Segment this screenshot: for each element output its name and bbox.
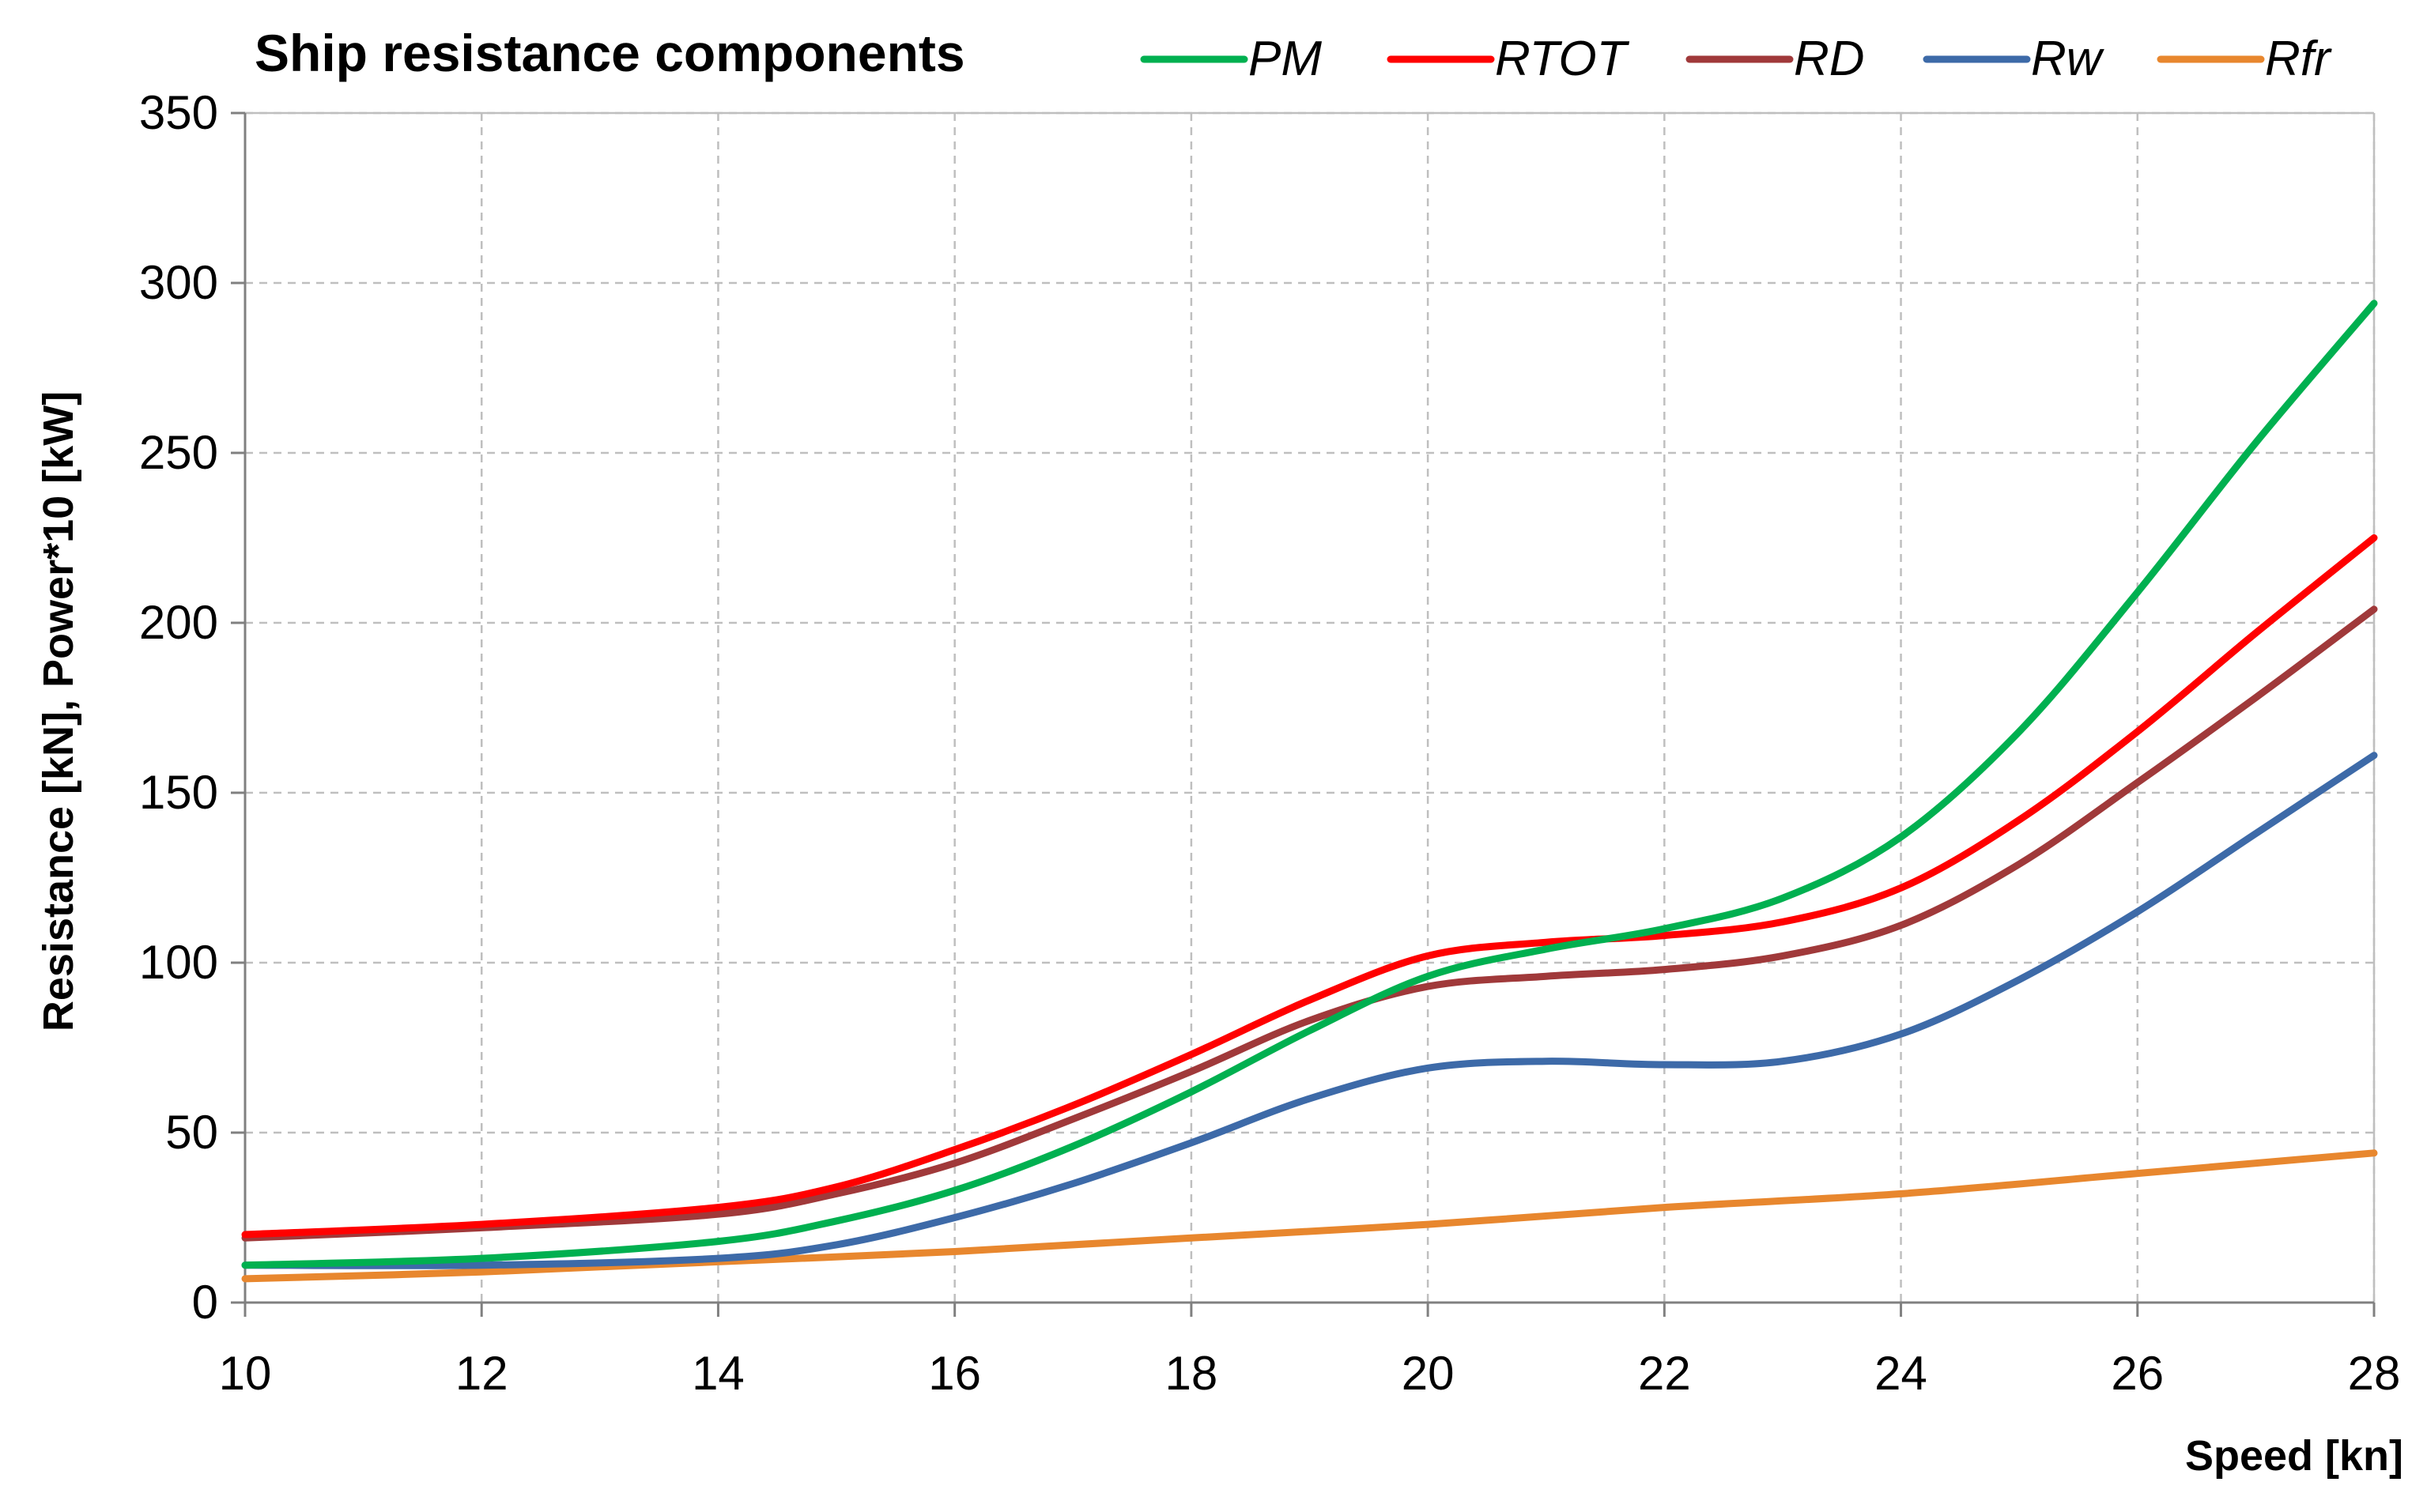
x-tick-label-24: 24 <box>1874 1347 1927 1400</box>
x-tick-label-18: 18 <box>1165 1347 1218 1400</box>
legend-label-rd: RD <box>1794 32 1865 86</box>
y-tick-label-250: 250 <box>139 426 218 479</box>
series-line-rd <box>241 605 2378 1242</box>
y-axis-title: Resistance [kN], Power*10 [kW] <box>35 391 82 1031</box>
y-tick-label-350: 350 <box>139 86 218 139</box>
legend-label-pm: PM <box>1248 32 1322 86</box>
x-axis-ticks: 10 12 14 16 18 20 22 24 26 28 <box>219 1303 2401 1400</box>
y-tick-label-100: 100 <box>139 936 218 989</box>
x-tick-label-22: 22 <box>1638 1347 1691 1400</box>
y-axis-ticks: 0 50 100 150 200 250 300 350 <box>139 86 245 1329</box>
y-tick-label-150: 150 <box>139 766 218 819</box>
series-line-rtot <box>241 534 2378 1239</box>
legend: PM RTOT RD Rw Rfr <box>1140 32 2332 86</box>
series-line-rfr <box>241 1149 2378 1283</box>
y-tick-label-0: 0 <box>192 1276 218 1329</box>
series-line-rw <box>241 752 2378 1269</box>
x-tick-label-20: 20 <box>1402 1347 1455 1400</box>
y-tick-label-300: 300 <box>139 256 218 309</box>
x-tick-label-12: 12 <box>455 1347 508 1400</box>
x-tick-label-26: 26 <box>2111 1347 2164 1400</box>
x-tick-label-16: 16 <box>928 1347 981 1400</box>
x-tick-label-28: 28 <box>2348 1347 2401 1400</box>
legend-label-rtot: RTOT <box>1495 32 1630 86</box>
axes <box>231 111 2376 1317</box>
chart-title: Ship resistance components <box>255 24 965 82</box>
series-line-pm <box>241 300 2378 1269</box>
y-tick-label-50: 50 <box>165 1106 218 1159</box>
legend-label-rfr: Rfr <box>2265 32 2332 86</box>
x-axis-title: Speed [kn] <box>2185 1432 2403 1480</box>
x-tick-label-10: 10 <box>219 1347 272 1400</box>
legend-label-rw: Rw <box>2031 32 2105 86</box>
series-lines <box>241 300 2378 1283</box>
y-tick-label-200: 200 <box>139 596 218 649</box>
x-tick-label-14: 14 <box>692 1347 745 1400</box>
